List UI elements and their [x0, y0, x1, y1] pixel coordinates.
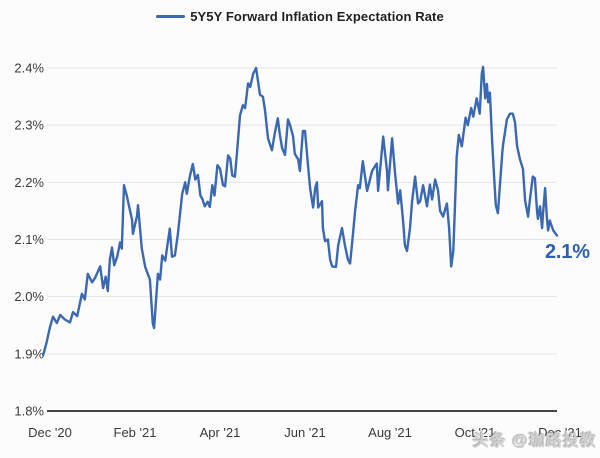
x-tick-label: Dec '21 [538, 425, 582, 440]
watermark: 头条 @珈路投教 [472, 433, 597, 450]
x-tick-label: Oct '21 [455, 425, 496, 440]
y-tick-label: 1.8% [14, 404, 44, 419]
y-tick-label: 2.4% [14, 61, 44, 76]
last-value-label: 2.1% [545, 241, 590, 263]
y-tick-label: 2.1% [14, 232, 44, 247]
x-tick-label: Jun '21 [284, 425, 326, 440]
y-tick-label: 2.3% [14, 118, 44, 133]
series-line [42, 65, 559, 357]
y-tick-label: 2.0% [14, 289, 44, 304]
y-tick-label: 1.9% [14, 346, 44, 361]
x-tick-label: Aug '21 [368, 425, 412, 440]
y-tick-label: 2.2% [14, 175, 44, 190]
x-tick-label: Apr '21 [200, 425, 241, 440]
x-tick-label: Dec '20 [28, 425, 72, 440]
x-tick-label: Feb '21 [114, 425, 157, 440]
